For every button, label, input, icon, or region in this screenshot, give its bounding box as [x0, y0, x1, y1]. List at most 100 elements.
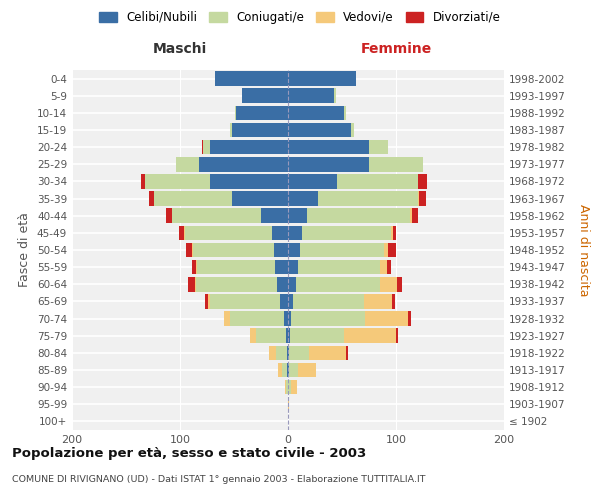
- Bar: [192, 242, 193, 258]
- Bar: [288, 192, 318, 206]
- Bar: [288, 174, 337, 188]
- Bar: [300, 242, 384, 258]
- Bar: [419, 192, 426, 206]
- Bar: [384, 242, 388, 258]
- Bar: [250, 328, 256, 343]
- Bar: [350, 122, 354, 138]
- Bar: [418, 174, 427, 188]
- Bar: [290, 328, 344, 343]
- Bar: [293, 294, 364, 308]
- Bar: [192, 260, 196, 274]
- Bar: [276, 346, 287, 360]
- Bar: [284, 312, 288, 326]
- Bar: [203, 140, 210, 154]
- Bar: [185, 226, 272, 240]
- Bar: [291, 312, 365, 326]
- Bar: [280, 294, 288, 308]
- Bar: [236, 106, 288, 120]
- Bar: [380, 260, 388, 274]
- Bar: [296, 277, 380, 291]
- Bar: [288, 397, 289, 411]
- Bar: [256, 328, 286, 343]
- Bar: [187, 242, 192, 258]
- Text: COMUNE DI RIVIGNANO (UD) - Dati ISTAT 1° gennaio 2003 - Elaborazione TUTTITALIA.: COMUNE DI RIVIGNANO (UD) - Dati ISTAT 1°…: [12, 476, 425, 484]
- Bar: [288, 106, 344, 120]
- Bar: [242, 88, 288, 103]
- Bar: [195, 277, 196, 291]
- Bar: [380, 277, 397, 291]
- Bar: [199, 157, 288, 172]
- Bar: [197, 260, 275, 274]
- Bar: [184, 226, 185, 240]
- Bar: [281, 362, 287, 378]
- Bar: [215, 72, 288, 86]
- Legend: Celibi/Nubili, Coniugati/e, Vedovi/e, Divorziati/e: Celibi/Nubili, Coniugati/e, Vedovi/e, Di…: [99, 11, 501, 24]
- Bar: [210, 140, 288, 154]
- Y-axis label: Anni di nascita: Anni di nascita: [577, 204, 590, 296]
- Bar: [288, 208, 307, 223]
- Bar: [396, 328, 398, 343]
- Bar: [230, 122, 232, 138]
- Bar: [288, 277, 296, 291]
- Bar: [154, 192, 232, 206]
- Bar: [369, 140, 388, 154]
- Bar: [288, 260, 298, 274]
- Bar: [176, 157, 199, 172]
- Bar: [288, 242, 300, 258]
- Bar: [287, 346, 288, 360]
- Bar: [286, 328, 288, 343]
- Bar: [141, 174, 145, 188]
- Bar: [287, 362, 288, 378]
- Bar: [365, 312, 408, 326]
- Bar: [288, 72, 356, 86]
- Bar: [369, 157, 423, 172]
- Bar: [230, 312, 284, 326]
- Bar: [289, 362, 298, 378]
- Bar: [298, 362, 316, 378]
- Bar: [393, 226, 396, 240]
- Bar: [232, 192, 288, 206]
- Bar: [145, 174, 210, 188]
- Bar: [291, 380, 296, 394]
- Text: Popolazione per età, sesso e stato civile - 2003: Popolazione per età, sesso e stato civil…: [12, 448, 366, 460]
- Bar: [277, 277, 288, 291]
- Bar: [202, 140, 203, 154]
- Bar: [278, 362, 281, 378]
- Bar: [288, 312, 291, 326]
- Bar: [172, 208, 261, 223]
- Bar: [232, 122, 288, 138]
- Bar: [285, 380, 286, 394]
- Y-axis label: Fasce di età: Fasce di età: [19, 212, 31, 288]
- Bar: [408, 312, 411, 326]
- Bar: [196, 260, 197, 274]
- Bar: [337, 174, 418, 188]
- Bar: [149, 192, 154, 206]
- Bar: [210, 174, 288, 188]
- Bar: [334, 88, 335, 103]
- Bar: [418, 192, 419, 206]
- Bar: [286, 380, 288, 394]
- Bar: [188, 277, 195, 291]
- Bar: [275, 260, 288, 274]
- Bar: [272, 226, 288, 240]
- Bar: [288, 328, 290, 343]
- Bar: [346, 346, 349, 360]
- Bar: [205, 294, 208, 308]
- Bar: [308, 346, 346, 360]
- Bar: [288, 88, 334, 103]
- Bar: [344, 106, 346, 120]
- Bar: [288, 294, 293, 308]
- Bar: [302, 226, 391, 240]
- Bar: [288, 157, 369, 172]
- Bar: [288, 140, 369, 154]
- Bar: [344, 328, 396, 343]
- Bar: [318, 192, 418, 206]
- Bar: [224, 312, 230, 326]
- Bar: [166, 208, 172, 223]
- Bar: [196, 277, 277, 291]
- Bar: [289, 346, 308, 360]
- Bar: [412, 208, 418, 223]
- Bar: [364, 294, 392, 308]
- Bar: [397, 277, 403, 291]
- Bar: [288, 362, 289, 378]
